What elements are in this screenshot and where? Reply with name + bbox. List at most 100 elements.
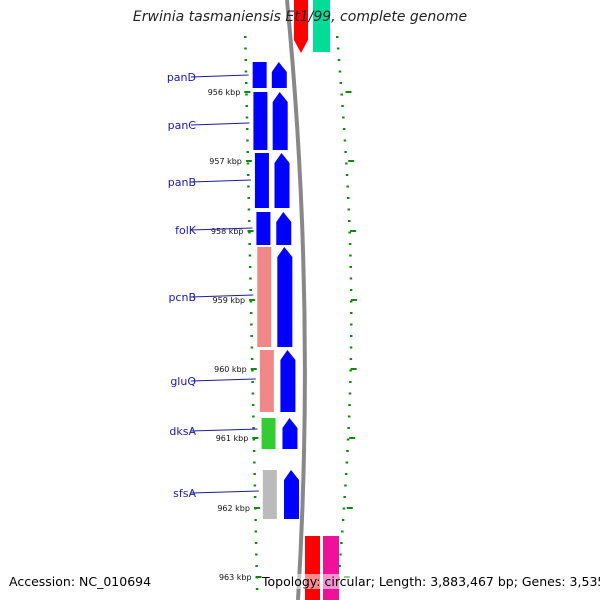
gene-panC-cds-arrow[interactable]	[272, 92, 288, 150]
outer-dot-mark	[349, 358, 353, 360]
inner-dot-mark	[246, 162, 250, 165]
inner-dot-mark	[244, 47, 247, 50]
outer-dot-mark	[349, 254, 352, 257]
gene-dksA-feature[interactable]	[261, 418, 276, 449]
gene-panC-feature[interactable]	[253, 92, 268, 150]
outer-dot-mark	[339, 553, 342, 556]
outer-dot-mark	[342, 507, 346, 510]
outer-dot-mark	[349, 335, 353, 337]
inner-dot-mark	[246, 139, 249, 142]
gene-label-leader-line	[190, 378, 256, 382]
inner-dot-mark	[255, 553, 258, 556]
inner-dot-mark	[253, 496, 257, 498]
outer-dot-mark	[349, 323, 353, 326]
inner-dot-mark	[250, 358, 254, 360]
outer-dot-mark	[345, 162, 348, 165]
tick-label: 960 kbp	[214, 365, 247, 374]
gene-label-dksA[interactable]: dksA	[169, 425, 196, 438]
tick-label: 958 kbp	[211, 227, 244, 236]
gene-panD-cds-arrow[interactable]	[271, 62, 287, 88]
outer-dot-mark	[349, 346, 353, 349]
gene-label-panB[interactable]: panB	[168, 176, 196, 189]
tick-label: 956 kbp	[208, 88, 241, 97]
gene-label-pcnB[interactable]: pcnB	[168, 291, 196, 304]
inner-dot-mark	[253, 461, 256, 464]
inner-dot-mark	[249, 289, 252, 291]
gene-label-sfsA[interactable]: sfsA	[173, 487, 196, 500]
outer-dot-mark	[346, 450, 349, 452]
top-teal-feature[interactable]	[313, 0, 330, 52]
outer-dot-mark	[349, 369, 352, 372]
outer-dot-mark	[340, 93, 343, 96]
gene-gluQ-feature[interactable]	[259, 350, 274, 412]
outer-dot-mark	[349, 312, 353, 314]
gene-label-leader-line	[190, 490, 259, 494]
inner-dot-mark	[246, 174, 250, 176]
outer-dot-mark	[341, 519, 345, 521]
gene-pcnB-cds-arrow[interactable]	[277, 247, 293, 347]
top-red-feature[interactable]	[294, 0, 308, 53]
gene-label-panD[interactable]: panD	[167, 71, 196, 84]
inner-dot-mark	[249, 300, 253, 303]
inner-dot-mark	[246, 151, 249, 153]
outer-dot-mark	[346, 197, 350, 199]
inner-dot-mark	[244, 36, 247, 38]
outer-dot-mark	[336, 36, 339, 38]
gene-panB-cds-arrow[interactable]	[274, 153, 290, 208]
outer-dot-mark	[345, 174, 349, 176]
gene-dksA-cds-arrow[interactable]	[282, 418, 298, 449]
outer-dot-mark	[347, 208, 351, 211]
outer-dot-mark	[337, 59, 341, 61]
outer-dot-mark	[341, 105, 344, 107]
gene-label-folK[interactable]: folK	[175, 224, 197, 237]
outer-dot-mark	[349, 381, 352, 383]
inner-dot-mark	[248, 243, 251, 245]
inner-dot-mark	[253, 473, 256, 475]
inner-dot-mark	[247, 185, 250, 188]
genome-title: Erwinia tasmaniensis Et1/99, complete ge…	[132, 9, 468, 25]
inner-dot-mark	[249, 312, 253, 314]
outer-dot-mark	[348, 392, 352, 395]
inner-dot-mark	[245, 128, 249, 130]
outer-dot-mark	[348, 404, 351, 406]
outer-dot-mark	[341, 530, 344, 533]
gene-sfsA-feature[interactable]	[262, 470, 277, 519]
outer-dot-mark	[349, 300, 353, 303]
outer-dot-mark	[344, 473, 348, 475]
bottom-red-feature[interactable]	[305, 536, 320, 600]
inner-dot-mark	[251, 369, 254, 372]
outer-dot-mark	[349, 277, 353, 280]
gene-folK-feature[interactable]	[256, 212, 271, 245]
gene-folK-cds-arrow[interactable]	[276, 212, 292, 245]
inner-dot-mark	[254, 530, 258, 533]
inner-dot-mark	[252, 415, 255, 418]
inner-dot-mark	[252, 450, 256, 452]
gene-sfsA-cds-arrow[interactable]	[284, 470, 300, 519]
inner-dot-mark	[247, 220, 251, 222]
gene-panB-feature[interactable]	[254, 153, 269, 208]
inner-dot-mark	[253, 484, 257, 487]
gene-label-leader-line	[190, 294, 254, 298]
outer-dot-mark	[346, 438, 350, 441]
inner-dot-mark	[244, 70, 248, 73]
outer-dot-mark	[343, 139, 347, 142]
accession-text: Accession: NC_010694	[9, 574, 152, 589]
gene-gluQ-cds-arrow[interactable]	[280, 350, 296, 412]
inner-dot-mark	[248, 254, 252, 257]
gene-panD-feature[interactable]	[252, 62, 267, 88]
outer-dot-mark	[338, 565, 341, 567]
inner-dot-mark	[252, 427, 255, 429]
tick-label: 959 kbp	[213, 296, 246, 305]
gene-label-leader-line	[190, 74, 249, 78]
gene-pcnB-feature[interactable]	[257, 247, 272, 347]
gene-label-gluQ[interactable]: gluQ	[170, 375, 196, 388]
inner-dot-mark	[247, 197, 250, 199]
inner-dot-mark	[248, 231, 251, 234]
gene-label-panC[interactable]: panC	[168, 119, 197, 132]
outer-dot-mark	[348, 220, 351, 222]
inner-dot-mark	[251, 381, 254, 383]
gene-label-leader-line	[190, 227, 253, 231]
bottom-magenta-feature[interactable]	[323, 536, 339, 600]
inner-dot-mark	[251, 392, 255, 395]
gene-label-leader-line	[190, 428, 258, 432]
